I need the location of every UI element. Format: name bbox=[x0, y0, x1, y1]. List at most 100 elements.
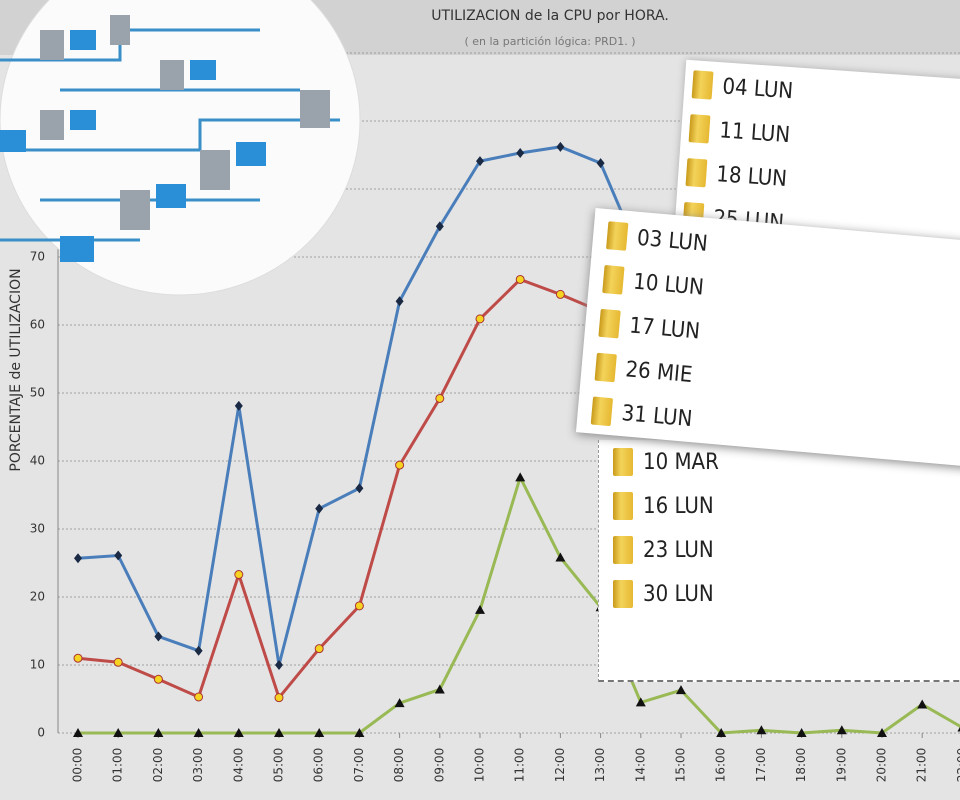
folder-label: 23 LUN bbox=[643, 537, 714, 563]
x-tick-label: 15:00 bbox=[674, 748, 688, 783]
point bbox=[314, 644, 324, 654]
point bbox=[676, 685, 686, 695]
point bbox=[756, 725, 767, 735]
point bbox=[877, 728, 887, 737]
point bbox=[917, 699, 928, 709]
x-tick-label: 07:00 bbox=[352, 748, 366, 783]
x-tick-label: 18:00 bbox=[794, 748, 808, 783]
point bbox=[395, 460, 405, 470]
y-axis-label: PORCENTAJE de UTILIZACION bbox=[8, 268, 24, 471]
point bbox=[556, 141, 565, 152]
chart-subtitle: ( en la partición lógica: PRD1. ) bbox=[464, 35, 635, 48]
point bbox=[314, 728, 325, 737]
folder-icon bbox=[691, 70, 714, 100]
x-tick-label: 03:00 bbox=[191, 748, 205, 783]
folder-label: 26 MIE bbox=[624, 356, 694, 388]
folder-icon bbox=[613, 492, 633, 520]
y-tick-label: 50 bbox=[30, 386, 45, 400]
point bbox=[716, 728, 727, 737]
point bbox=[153, 674, 163, 684]
point bbox=[274, 728, 284, 737]
point bbox=[596, 158, 605, 169]
folder-icon bbox=[598, 308, 621, 339]
point bbox=[74, 553, 82, 564]
y-tick-label: 10 bbox=[30, 658, 45, 672]
folder-item[interactable]: 23 LUN bbox=[613, 528, 960, 572]
folder-item[interactable]: 10 MAR bbox=[613, 440, 960, 484]
folder-icon bbox=[613, 448, 633, 476]
folder-label: 31 LUN bbox=[620, 400, 694, 432]
x-tick-label: 08:00 bbox=[392, 748, 406, 783]
folder-icon bbox=[613, 536, 633, 564]
y-tick-label: 20 bbox=[30, 590, 45, 604]
point bbox=[233, 728, 244, 737]
point bbox=[153, 728, 164, 737]
point bbox=[635, 697, 646, 707]
folder-label: 10 LUN bbox=[632, 269, 705, 301]
point bbox=[435, 221, 444, 232]
folder-icon bbox=[594, 352, 617, 383]
x-tick-label: 06:00 bbox=[312, 748, 326, 783]
y-tick-label: 30 bbox=[30, 522, 45, 536]
point bbox=[355, 483, 364, 494]
folder-label: 11 LUN bbox=[718, 117, 791, 148]
x-tick-label: 17:00 bbox=[754, 748, 768, 783]
x-tick-label: 16:00 bbox=[714, 748, 728, 783]
point bbox=[154, 631, 163, 642]
x-tick-label: 20:00 bbox=[875, 748, 889, 783]
point bbox=[315, 503, 324, 514]
folder-icon bbox=[602, 265, 625, 295]
point bbox=[836, 725, 847, 735]
x-tick-label: 04:00 bbox=[231, 748, 245, 783]
folder-label: 10 MAR bbox=[643, 449, 719, 475]
folder-icon bbox=[685, 158, 708, 188]
x-tick-label: 21:00 bbox=[915, 748, 929, 783]
point bbox=[354, 601, 364, 611]
x-tick-label: 05:00 bbox=[272, 748, 286, 783]
point bbox=[394, 698, 405, 708]
folder-label: 30 LUN bbox=[643, 581, 714, 607]
point bbox=[194, 645, 203, 656]
y-tick-label: 70 bbox=[30, 250, 45, 264]
point bbox=[516, 147, 525, 158]
folder-icon bbox=[590, 396, 614, 427]
folder-item[interactable]: 30 LUN bbox=[613, 572, 960, 616]
x-tick-label: 12:00 bbox=[553, 748, 567, 783]
point bbox=[475, 314, 485, 324]
x-tick-label: 19:00 bbox=[834, 748, 848, 783]
point bbox=[275, 660, 283, 670]
point bbox=[435, 393, 445, 403]
folder-label: 18 LUN bbox=[715, 161, 788, 192]
folder-list: 10 MAR 16 LUN 23 LUN 30 LUN bbox=[599, 440, 960, 616]
point bbox=[957, 726, 960, 732]
point bbox=[515, 274, 525, 284]
point bbox=[515, 472, 526, 482]
x-tick-label: 02:00 bbox=[151, 748, 165, 783]
folder-label: 16 LUN bbox=[643, 493, 714, 519]
folder-label: 03 LUN bbox=[636, 225, 709, 257]
x-tick-label: 00:00 bbox=[71, 748, 85, 783]
point bbox=[193, 728, 204, 737]
chart-title: UTILIZACION de la CPU por HORA. bbox=[431, 8, 669, 24]
folder-icon bbox=[613, 580, 633, 608]
point bbox=[114, 550, 123, 561]
point bbox=[113, 728, 124, 737]
folder-icon bbox=[688, 114, 711, 144]
point bbox=[555, 289, 565, 299]
point bbox=[73, 653, 83, 663]
folder-label: 04 LUN bbox=[721, 73, 794, 104]
point bbox=[234, 400, 243, 411]
network-image bbox=[0, 0, 361, 296]
folder-panel-bottom: 10 MAR 16 LUN 23 LUN 30 LUN bbox=[598, 440, 960, 682]
point bbox=[555, 552, 566, 562]
x-tick-label: 22:00 bbox=[955, 748, 960, 783]
folder-label: 17 LUN bbox=[628, 312, 701, 345]
point bbox=[113, 657, 123, 667]
point bbox=[475, 604, 485, 614]
folder-icon bbox=[606, 221, 629, 251]
y-tick-label: 40 bbox=[30, 454, 45, 468]
folder-item[interactable]: 16 LUN bbox=[613, 484, 960, 528]
y-tick-label: 60 bbox=[30, 318, 45, 332]
point bbox=[476, 156, 484, 167]
